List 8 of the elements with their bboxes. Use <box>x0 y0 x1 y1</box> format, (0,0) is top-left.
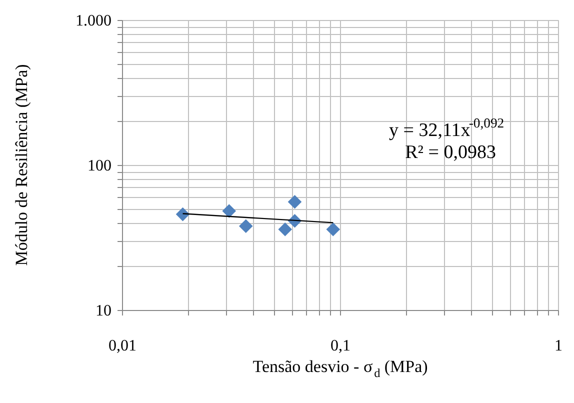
y-tick-label: 1.000 <box>76 12 112 30</box>
annotation: R² = 0,0983 <box>405 142 496 163</box>
x-tick-label: 1 <box>554 338 562 354</box>
y-tick-label: 10 <box>96 302 112 320</box>
x-tick-label: 0,01 <box>108 338 136 354</box>
x-tick-label: 0,1 <box>330 338 350 354</box>
y-tick-label: 100 <box>88 158 112 174</box>
y-axis-title: Módulo de Resiliência (MPa) <box>12 64 31 266</box>
